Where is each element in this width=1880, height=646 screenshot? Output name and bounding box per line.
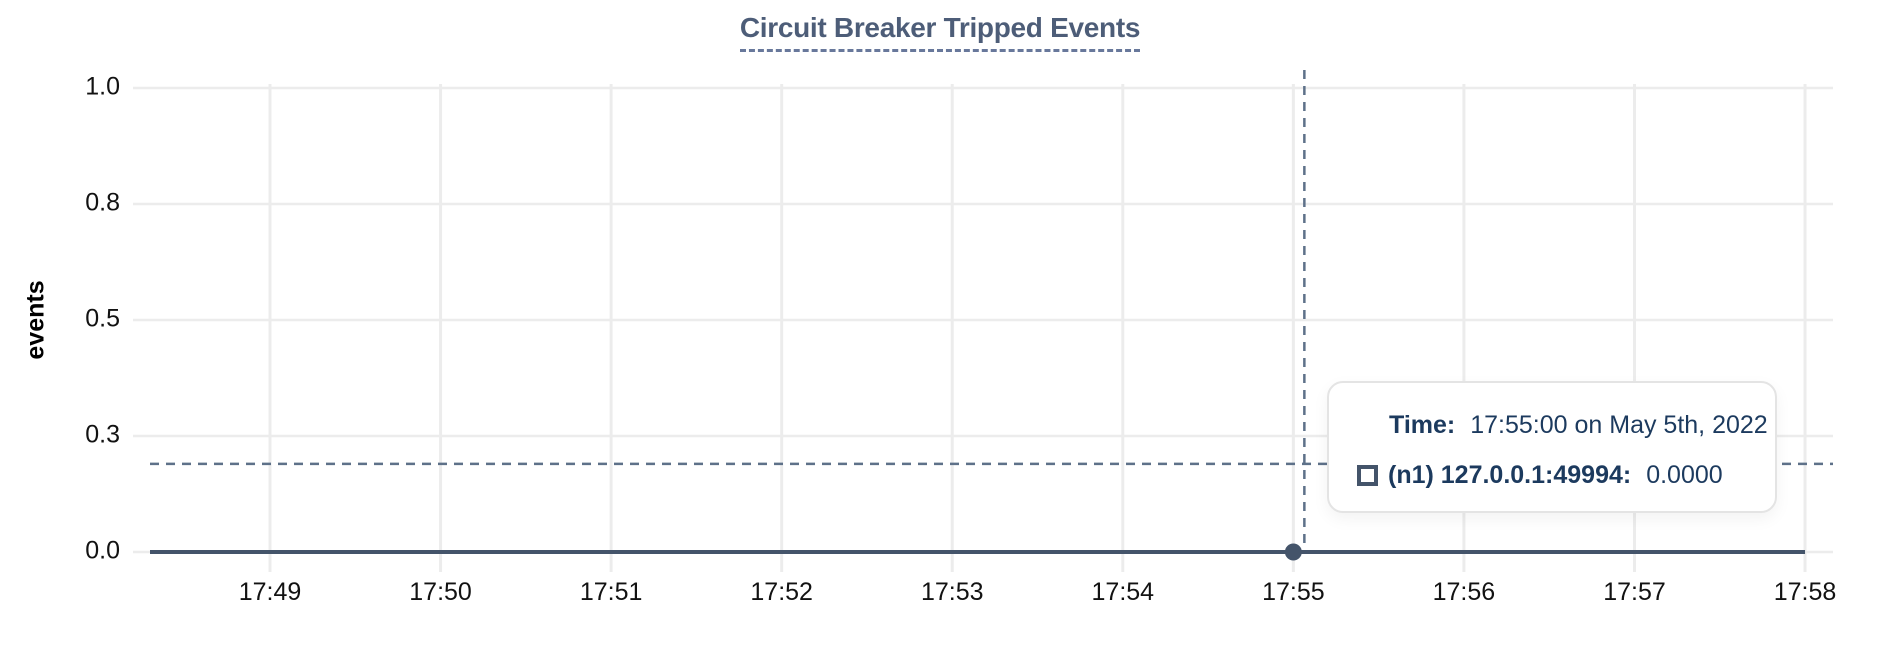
y-tick-label: 0.5 [85,304,120,333]
x-tick-label: 17:55 [1262,578,1325,606]
y-tick-label: 1.0 [85,72,120,101]
tooltip-series-name: (n1) 127.0.0.1:49994: [1388,460,1632,489]
tooltip-time-row: Time: 17:55:00 on May 5th, 2022 [1389,409,1768,441]
chart-title: Circuit Breaker Tripped Events [739,12,1140,52]
x-tick-label: 17:50 [409,578,472,606]
x-tick-label: 17:58 [1773,578,1837,606]
x-tick-label: 17:56 [1432,578,1496,606]
x-tick-label: 17:52 [750,578,813,606]
square-outline-icon [1357,464,1378,486]
tooltip-series-row: (n1) 127.0.0.1:49994: 0.0000 [1357,459,1723,491]
tooltip-time-label: Time: [1389,410,1456,439]
y-tick-label: 0.3 [85,420,120,449]
y-tick-label: 0.0 [85,536,120,565]
chart-header: Circuit Breaker Tripped Events [0,12,1880,52]
x-tick-label: 17:57 [1603,578,1666,606]
x-tick-label: 17:54 [1091,578,1155,606]
tooltip-time-value: 17:55:00 on May 5th, 2022 [1470,410,1768,439]
x-tick-label: 17:49 [238,578,302,606]
x-tick-label: 17:51 [579,578,643,606]
tooltip-series-value: 0.0000 [1646,460,1723,489]
y-tick-label: 0.8 [85,188,120,217]
x-tick-label: 17:53 [920,578,984,606]
hover-point-dot [1284,543,1302,561]
tooltip: Time: 17:55:00 on May 5th, 2022 (n1) 127… [1327,381,1777,513]
